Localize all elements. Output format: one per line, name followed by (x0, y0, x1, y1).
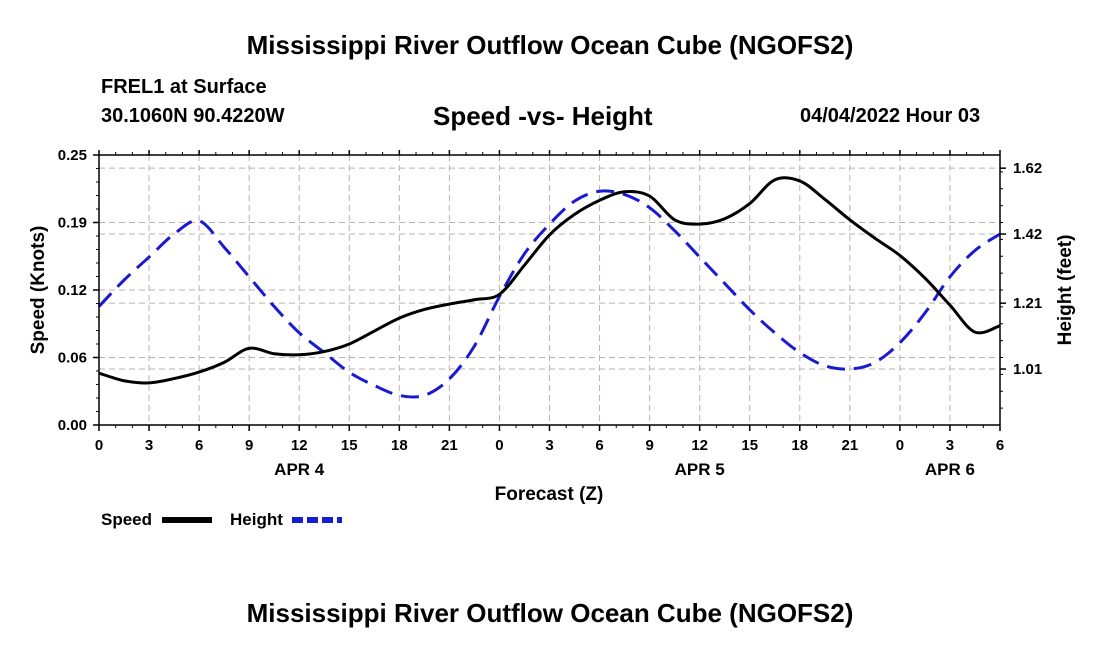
x-tick-label: 6 (595, 437, 603, 454)
x-tick-label: 3 (545, 437, 553, 454)
axes (93, 150, 1006, 431)
y-tick-label: 0.12 (58, 282, 87, 299)
legend-height-label: Height (230, 510, 283, 529)
x-tick-label: 15 (741, 437, 758, 454)
x-tick-label: 18 (791, 437, 808, 454)
x-tick-label: 6 (996, 437, 1004, 454)
date-label: APR 5 (675, 460, 725, 479)
x-tick-label: 9 (245, 437, 253, 454)
x-tick-label: 12 (291, 437, 308, 454)
forecast-datetime: 04/04/2022 Hour 03 (800, 105, 981, 127)
series-group (97, 176, 1001, 399)
y-axis-title: Speed (Knots) (28, 226, 49, 355)
station-label: FREL1 at Surface (101, 76, 267, 98)
y2-axis-title: Height (feet) (1055, 235, 1076, 346)
x-axis-title: Forecast (Z) (495, 484, 604, 505)
footer-title: Mississippi River Outflow Ocean Cube (NG… (246, 598, 854, 628)
station-coordinates: 30.1060N 90.4220W (101, 105, 285, 127)
legend-speed-label: Speed (101, 510, 152, 529)
x-tick-label: 18 (391, 437, 408, 454)
y-tick-label: 0.00 (58, 417, 87, 434)
x-tick-label: 0 (95, 437, 103, 454)
y2-tick-label: 1.21 (1013, 295, 1042, 312)
x-tick-label: 12 (691, 437, 708, 454)
chart-subtitle: Speed -vs- Height (433, 101, 653, 131)
x-tick-label: 3 (946, 437, 954, 454)
y-tick-label: 0.25 (58, 147, 87, 164)
x-tick-label: 9 (645, 437, 653, 454)
y2-tick-label: 1.42 (1013, 226, 1042, 243)
date-label: APR 6 (925, 460, 975, 479)
x-tick-label: 6 (195, 437, 203, 454)
date-label: APR 4 (274, 460, 325, 479)
x-tick-label: 0 (896, 437, 904, 454)
x-tick-label: 15 (341, 437, 358, 454)
y-tick-label: 0.06 (58, 350, 87, 367)
page-title: Mississippi River Outflow Ocean Cube (NG… (246, 30, 854, 60)
legend: Speed Height (101, 510, 342, 529)
speed-series-line (98, 176, 1001, 385)
y-tick-label: 0.19 (58, 215, 87, 232)
y2-tick-label: 1.01 (1013, 361, 1042, 378)
x-tick-label: 21 (841, 437, 858, 454)
y2-tick-label: 1.62 (1013, 160, 1042, 177)
x-tick-label: 0 (495, 437, 503, 454)
x-tick-label: 21 (441, 437, 458, 454)
tick-labels: 0 3 6 9 12 15 18 21 0 3 6 9 12 15 18 21 0 3 6 APR 4 APR 5 APR… (58, 147, 1042, 479)
x-tick-label: 3 (145, 437, 153, 454)
